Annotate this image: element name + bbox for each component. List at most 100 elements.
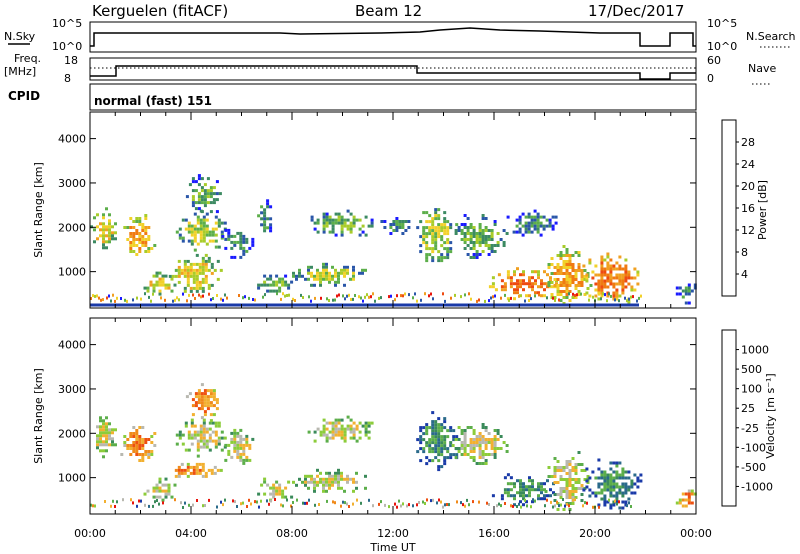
echo-region	[120, 426, 157, 462]
echo-region	[582, 252, 640, 304]
cpid-panel	[89, 83, 697, 111]
freq-tick-bottom: 8	[64, 72, 71, 85]
station-title: Kerguelen (fitACF)	[92, 2, 228, 20]
nsky-tick-top: 10^5	[52, 17, 82, 30]
velocity-echo-layer	[90, 383, 697, 511]
power-axes: 1000 2000 3000 4000	[58, 112, 697, 308]
echo-region	[143, 271, 177, 296]
colorbar-tick-label: 16	[741, 202, 755, 215]
time-tick-label: 16:00	[478, 527, 510, 540]
time-tick-label: 20:00	[579, 527, 611, 540]
colorbar-tick-label: 100	[741, 383, 762, 396]
colorbar-tick-label: -100	[741, 441, 766, 454]
near-range-scatter	[90, 292, 642, 303]
echo-region	[123, 214, 157, 256]
echo-region	[454, 214, 509, 259]
echo-region	[416, 208, 459, 263]
near-range-scatter	[90, 498, 632, 509]
time-tick-label: 08:00	[276, 527, 308, 540]
colorbar-tick-label: -1000	[741, 480, 773, 493]
echo-region	[168, 253, 223, 293]
velocity-panel: 1000 2000 3000 4000	[58, 317, 697, 515]
nsky-panel	[89, 21, 697, 53]
echo-region	[175, 209, 227, 252]
velocity-axes: 1000 2000 3000 4000	[58, 318, 697, 514]
echo-region	[174, 462, 223, 478]
y-tick-label: 2000	[58, 221, 86, 234]
echo-region	[257, 199, 273, 233]
y-tick-label: 3000	[58, 177, 86, 190]
freq-line	[90, 65, 696, 80]
echo-region	[675, 489, 697, 508]
colorbar-tick-label: 8	[741, 246, 748, 259]
power-echo-layer	[90, 174, 697, 305]
echo-region	[292, 468, 367, 493]
velocity-colorbar-label: Velocity [m s⁻¹]	[764, 373, 777, 458]
colorbar-tick-label: 500	[741, 363, 762, 376]
beam-title: Beam 12	[355, 2, 422, 20]
colorbar-tick-label: -25	[741, 422, 759, 435]
echo-region	[416, 411, 459, 472]
echo-region	[143, 477, 177, 502]
time-tick-label: 00:00	[74, 527, 106, 540]
velocity-colorbar: 1000 500 100 25 -25 -100 -500 -1000	[721, 329, 773, 507]
colorbar-tick-label: 24	[741, 158, 755, 171]
freq-unit-label: [MHz]	[4, 65, 36, 78]
echo-region	[257, 274, 294, 293]
time-tick-label: 00:00	[680, 527, 712, 540]
y-tick-label: 1000	[58, 266, 86, 279]
cpid-label: CPID	[8, 89, 40, 103]
echo-region	[506, 209, 558, 237]
echo-region	[582, 458, 643, 510]
y-tick-label: 3000	[58, 383, 86, 396]
echo-region	[185, 174, 222, 214]
colorbar-tick-label: 28	[741, 136, 755, 149]
y-tick-label: 4000	[58, 339, 86, 352]
nsky-line	[90, 27, 696, 47]
echo-region	[307, 415, 374, 443]
echo-region	[96, 416, 117, 459]
colorbar-tick-label: 12	[741, 224, 755, 237]
colorbar-tick-label: -500	[741, 461, 766, 474]
velocity-ylabel: Slant Range [km]	[32, 368, 45, 464]
echo-region	[491, 473, 555, 507]
y-tick-label: 2000	[58, 427, 86, 440]
echo-region	[90, 207, 117, 250]
echo-region	[221, 228, 255, 259]
time-axis-label: Time UT	[369, 541, 415, 554]
echo-region	[224, 428, 255, 465]
echo-region	[292, 262, 367, 287]
nsearch-label: N.Search	[746, 30, 796, 43]
echo-region	[451, 423, 509, 465]
time-axis-ticks: 00:00 04:00 08:00 12:00 16:00 20:00 00:00	[74, 527, 712, 540]
echo-region	[675, 283, 697, 305]
nsky-tick-bottom: 10^0	[52, 40, 82, 53]
echo-region	[175, 418, 227, 458]
cpid-text: normal (fast) 151	[94, 94, 212, 108]
freq-tick-top: 18	[64, 54, 78, 67]
time-tick-label: 12:00	[377, 527, 409, 540]
power-colorbar: 4 8 12 16 20 24 28	[721, 119, 755, 297]
colorbar-tick-label: 25	[741, 402, 755, 415]
colorbar-tick-label: 4	[741, 268, 748, 281]
power-panel: 1000 2000 3000 4000	[58, 111, 697, 309]
nave-label: Nave	[748, 62, 776, 75]
freq-label: Freq.	[14, 52, 41, 65]
echo-region	[310, 209, 374, 237]
colorbar-tick-label: 20	[741, 180, 755, 193]
y-tick-label: 1000	[58, 472, 86, 485]
nsearch-tick-top: 10^5	[707, 17, 737, 30]
power-colorbar-label: Power [dB]	[756, 180, 769, 240]
freq-panel	[89, 57, 697, 81]
nave-tick-bottom: 0	[707, 72, 714, 85]
power-ylabel: Slant Range [km]	[32, 162, 45, 258]
colorbar-tick-label: 1000	[741, 344, 769, 357]
echo-region	[547, 245, 593, 305]
nsky-label: N.Sky	[4, 30, 36, 43]
nsearch-tick-bottom: 10^0	[707, 40, 737, 53]
date-title: 17/Dec/2017	[588, 2, 684, 20]
y-tick-label: 4000	[58, 133, 86, 146]
echo-region	[380, 217, 411, 235]
echo-region	[185, 383, 219, 423]
nave-tick-top: 60	[707, 54, 721, 67]
